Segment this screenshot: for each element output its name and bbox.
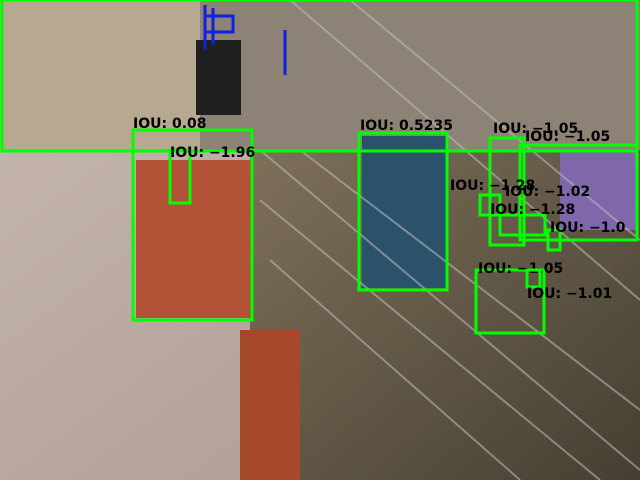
detection-box xyxy=(498,213,547,237)
detection-box xyxy=(357,131,449,292)
iou-label: IOU: 0.5235 xyxy=(360,118,453,134)
red-box xyxy=(136,160,252,318)
iou-label: IOU: −1.0 xyxy=(550,220,626,236)
handle xyxy=(196,40,241,115)
detection-box xyxy=(131,128,254,322)
iou-label: IOU: −1.05 xyxy=(493,121,578,137)
detection-box xyxy=(0,0,639,153)
orange-crate xyxy=(240,330,300,480)
detection-box xyxy=(478,193,502,217)
iou-label: IOU: 0.08 xyxy=(133,116,207,132)
detection-box xyxy=(168,148,192,205)
detection-box xyxy=(546,228,562,252)
detection-box xyxy=(474,268,546,335)
detection-box xyxy=(518,143,639,242)
detection-box xyxy=(525,268,542,289)
iou-label: IOU: −1.05 xyxy=(525,129,610,145)
iou-label: IOU: −1.05 xyxy=(478,261,563,277)
iou-label: IOU: −1.28 xyxy=(450,178,535,194)
milka-pack xyxy=(560,150,638,230)
iou-label: IOU: −1.02 xyxy=(505,184,590,200)
blue-markers xyxy=(203,5,287,75)
blue-pack xyxy=(362,136,446,288)
iou-label: IOU: −1.96 xyxy=(170,145,255,161)
detections: IOU: 0.08 IOU: −1.96 IOU: 0.5235 IOU: −1.05… xyxy=(131,116,639,335)
detection-box xyxy=(488,136,526,247)
iou-label: IOU: −1.28 xyxy=(490,202,575,218)
shelf-light xyxy=(0,0,200,150)
iou-label: IOU: −1.01 xyxy=(527,286,612,302)
